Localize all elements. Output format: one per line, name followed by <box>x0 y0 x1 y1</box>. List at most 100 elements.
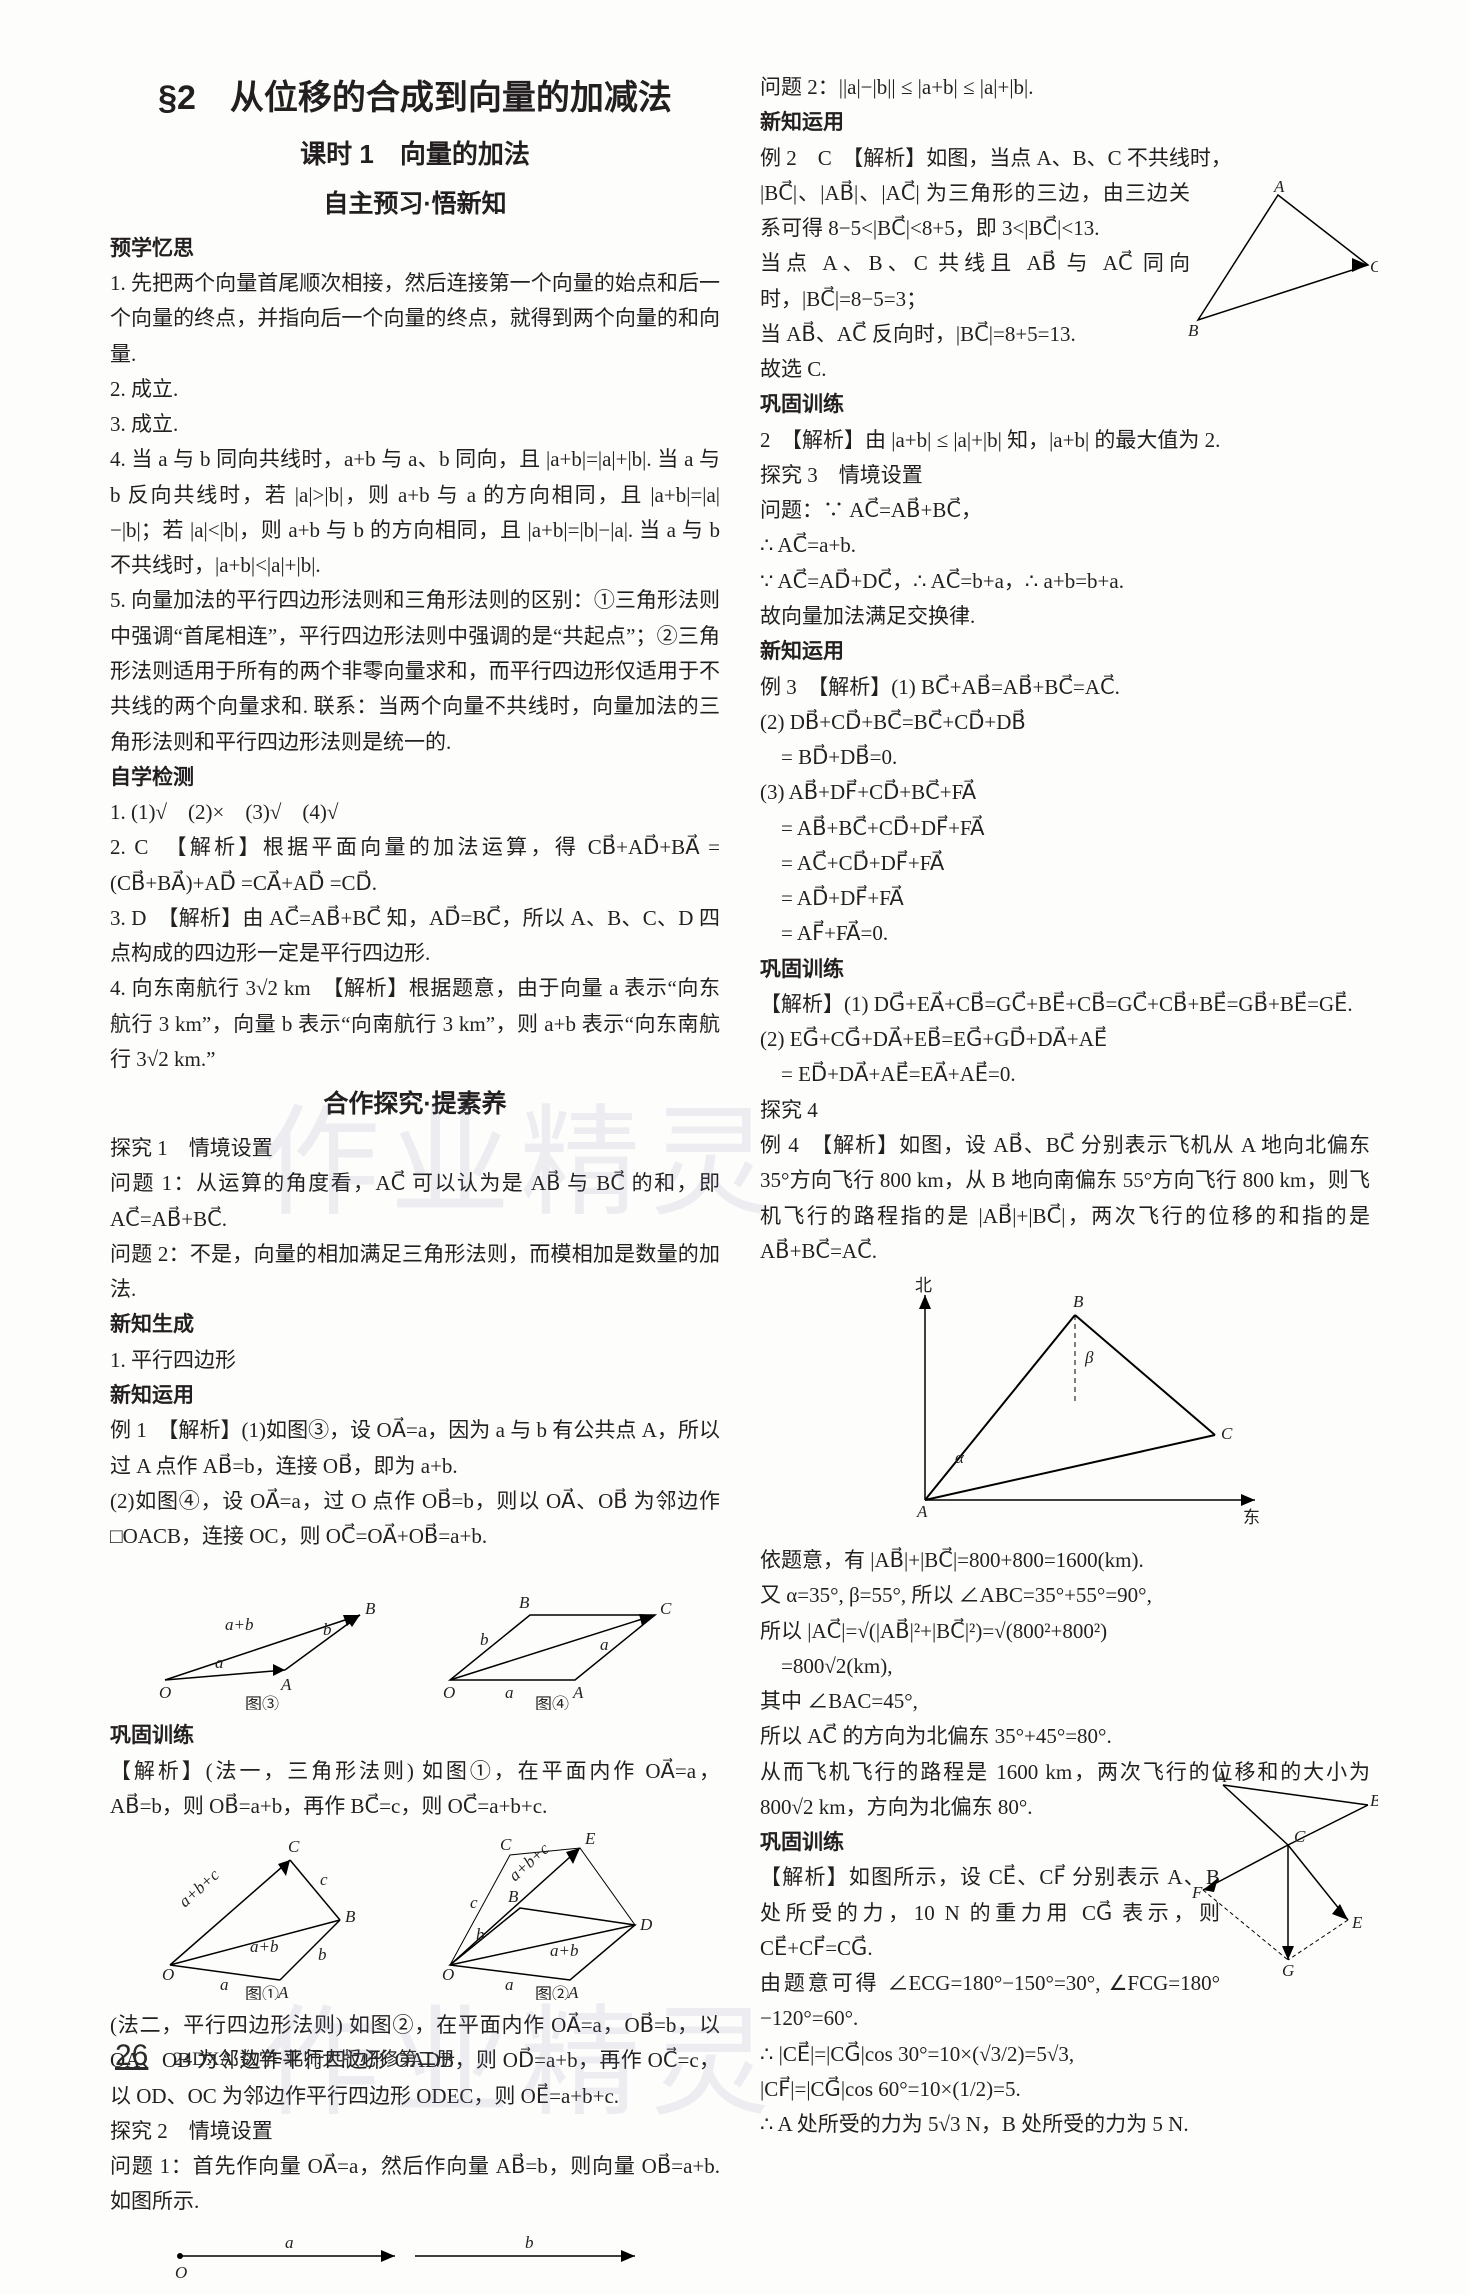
text: = AF⃗+FA⃗=0. <box>760 916 1370 951</box>
svg-text:a: a <box>285 2233 294 2252</box>
text: 新知运用 <box>760 105 1370 140</box>
heading-gonggu: 巩固训练 <box>110 1718 720 1753</box>
text: ∴ |CE⃗|=|CG⃗|cos 30°=10×(√3/2)=5√3, <box>760 2037 1370 2072</box>
svg-text:a+b: a+b <box>225 1615 253 1634</box>
svg-text:a+b: a+b <box>550 1941 578 1960</box>
text: 1. (1)√ (2)× (3)√ (4)√ <box>110 795 720 830</box>
text: = BD⃗+DB⃗=0. <box>760 740 1370 775</box>
text: 3. 成立. <box>110 407 720 442</box>
svg-text:O: O <box>443 1683 455 1702</box>
text: 所以 |AC⃗|=√(|AB⃗|²+|BC⃗|²)=√(800²+800²) <box>760 1614 1370 1649</box>
text: = AB⃗+BC⃗+CD⃗+DF⃗+FA⃗ <box>760 811 1370 846</box>
text: 例 1 【解析】(1)如图③，设 OA⃗=a，因为 a 与 b 有公共点 A，所… <box>110 1413 720 1484</box>
svg-text:α: α <box>955 1448 965 1467</box>
text: 探究 2 情境设置 <box>110 2114 720 2149</box>
page-number: 26 <box>115 2039 148 2072</box>
svg-text:图④: 图④ <box>535 1695 569 1710</box>
text: 2 【解析】由 |a+b| ≤ |a|+|b| 知，|a+b| 的最大值为 2. <box>760 423 1370 458</box>
svg-text:B: B <box>508 1887 519 1906</box>
page-footer: 26 24DXA·数学·北师大版必修第二册 <box>115 2039 455 2073</box>
svg-text:A: A <box>916 1502 928 1521</box>
svg-text:北: 北 <box>915 1276 932 1295</box>
sub-title: 课时 1 向量的加法 <box>110 133 720 177</box>
svg-text:F: F <box>1191 1883 1203 1902</box>
text: 2. C 【解析】根据平面向量的加法运算，得 CB⃗+AD⃗+BA⃗ =(CB⃗… <box>110 830 720 901</box>
svg-text:A: A <box>280 1675 292 1694</box>
svg-text:a: a <box>505 1683 514 1702</box>
svg-text:C: C <box>1370 257 1378 276</box>
svg-text:a: a <box>220 1975 229 1994</box>
force-diagram: AB C FE G <box>1188 1770 1378 1980</box>
svg-text:a+b: a+b <box>250 1937 278 1956</box>
svg-text:C: C <box>288 1837 300 1856</box>
text: 由题意可得 ∠ECG=180°−150°=30°, ∠FCG=180°−120°… <box>760 1966 1220 2037</box>
text: 探究 3 情境设置 <box>760 458 1370 493</box>
text: 新知运用 <box>760 634 1370 669</box>
heading-yuxue: 预学忆思 <box>110 231 720 266</box>
triangle-diagram: ABC <box>1178 180 1378 350</box>
text: 巩固训练 <box>760 952 1370 987</box>
text: = AC⃗+CD⃗+DF⃗+FA⃗ <box>760 846 1370 881</box>
text: 探究 4 <box>760 1093 1370 1128</box>
svg-text:B: B <box>1073 1292 1084 1311</box>
text: = AD⃗+DF⃗+FA⃗ <box>760 881 1370 916</box>
left-column: §2 从位移的合成到向量的加减法 课时 1 向量的加法 自主预习·悟新知 预学忆… <box>110 70 720 2294</box>
text: ∵ AC⃗=AD⃗+DC⃗，∴ AC⃗=b+a，∴ a+b=b+a. <box>760 564 1370 599</box>
text: 【解析】(1) DG⃗+EA⃗+CB⃗=GC⃗+BE⃗+CB⃗=GC⃗+CB⃗+… <box>760 987 1370 1022</box>
svg-text:C: C <box>1294 1827 1306 1846</box>
svg-text:a+b+c: a+b+c <box>175 1865 223 1911</box>
svg-text:O: O <box>175 2263 187 2282</box>
figure-3-4: OA B ab a+b 图③ OA CB ab a 图④ <box>110 1560 720 1710</box>
text: 问题：∵ AC⃗=AB⃗+BC⃗， <box>760 493 1370 528</box>
svg-text:b: b <box>318 1945 327 1964</box>
svg-text:b: b <box>525 2233 534 2252</box>
svg-text:A: A <box>1215 1770 1227 1786</box>
svg-text:A: A <box>1273 180 1285 196</box>
section-title-2: 合作探究·提素养 <box>110 1083 720 1125</box>
text: (2) DB⃗+CD⃗+BC⃗=BC⃗+CD⃗+DB⃗ <box>760 705 1370 740</box>
text: (2)如图④，设 OA⃗=a，过 O 点作 OB⃗=b，则以 OA⃗、OB⃗ 为… <box>110 1484 720 1555</box>
svg-text:G: G <box>1282 1961 1294 1980</box>
text: 1. 先把两个向量首尾顺次相接，然后连接第一个向量的始点和后一个向量的终点，并指… <box>110 266 720 372</box>
text: 2. 成立. <box>110 372 720 407</box>
text: 巩固训练 <box>760 387 1370 422</box>
svg-text:O: O <box>159 1683 171 1702</box>
text: 【解析】如图所示，设 CE⃗、CF⃗ 分别表示 A、B 处所受的力，10 N 的… <box>760 1860 1220 1966</box>
text: 依题意，有 |AB⃗|+|BC⃗|=800+800=1600(km). <box>760 1543 1370 1578</box>
text: |BC⃗|、|AB⃗|、|AC⃗| 为三角形的三边，由三边关系可得 8−5<|B… <box>760 176 1190 247</box>
text: 其中 ∠BAC=45°, <box>760 1684 1370 1719</box>
heading-zixue: 自学检测 <box>110 760 720 795</box>
text: 5. 向量加法的平行四边形法则和三角形法则的区别：①三角形法则中强调“首尾相连”… <box>110 583 720 759</box>
svg-text:图②: 图② <box>535 1985 569 2000</box>
svg-text:图③: 图③ <box>245 1695 279 1710</box>
text: 3. D 【解析】由 AC⃗=AB⃗+BC⃗ 知，AD⃗=BC⃗，所以 A、B、… <box>110 901 720 972</box>
footer-text: 24DXA·数学·北师大版必修第二册 <box>173 2049 455 2070</box>
main-title: §2 从位移的合成到向量的加减法 <box>110 70 720 127</box>
section-title-1: 自主预习·悟新知 <box>110 183 720 225</box>
svg-text:C: C <box>660 1599 672 1618</box>
text: 4. 当 a 与 b 同向共线时，a+b 与 a、b 同向，且 |a+b|=|a… <box>110 442 720 583</box>
text: |CF⃗|=|CG⃗|cos 60°=10×(1/2)=5. <box>760 2072 1370 2107</box>
svg-text:D: D <box>639 1915 653 1934</box>
svg-text:b: b <box>480 1630 489 1649</box>
svg-text:C: C <box>1221 1424 1233 1443</box>
text: 探究 1 情境设置 <box>110 1131 720 1166</box>
text: 所以 AC⃗ 的方向为北偏东 35°+45°=80°. <box>760 1719 1370 1754</box>
svg-text:O: O <box>162 1965 174 1984</box>
svg-text:C: C <box>500 1835 512 1854</box>
svg-text:B: B <box>1370 1791 1378 1810</box>
svg-text:B: B <box>519 1593 530 1612</box>
text: 问题 2：||a|−|b|| ≤ |a+b| ≤ |a|+|b|. <box>760 70 1370 105</box>
text: (2) EG⃗+CG⃗+DA⃗+EB⃗=EG⃗+GD⃗+DA⃗+AE⃗ <box>760 1022 1370 1057</box>
text: 故选 C. <box>760 352 1370 387</box>
svg-text:c: c <box>470 1893 478 1912</box>
svg-text:a: a <box>505 1975 514 1994</box>
text: 【解析】(法一，三角形法则) 如图①，在平面内作 OA⃗=a，AB⃗=b，则 O… <box>110 1754 720 1825</box>
text: 新知运用 <box>110 1378 720 1413</box>
svg-text:c: c <box>320 1870 328 1889</box>
svg-text:东: 东 <box>1243 1508 1260 1527</box>
text: 例 3 【解析】(1) BC⃗+AB⃗=AB⃗+BC⃗=AC⃗. <box>760 670 1370 705</box>
svg-text:A: A <box>572 1683 584 1702</box>
svg-text:b: b <box>476 1925 485 1944</box>
svg-text:图①: 图① <box>245 1985 279 2000</box>
